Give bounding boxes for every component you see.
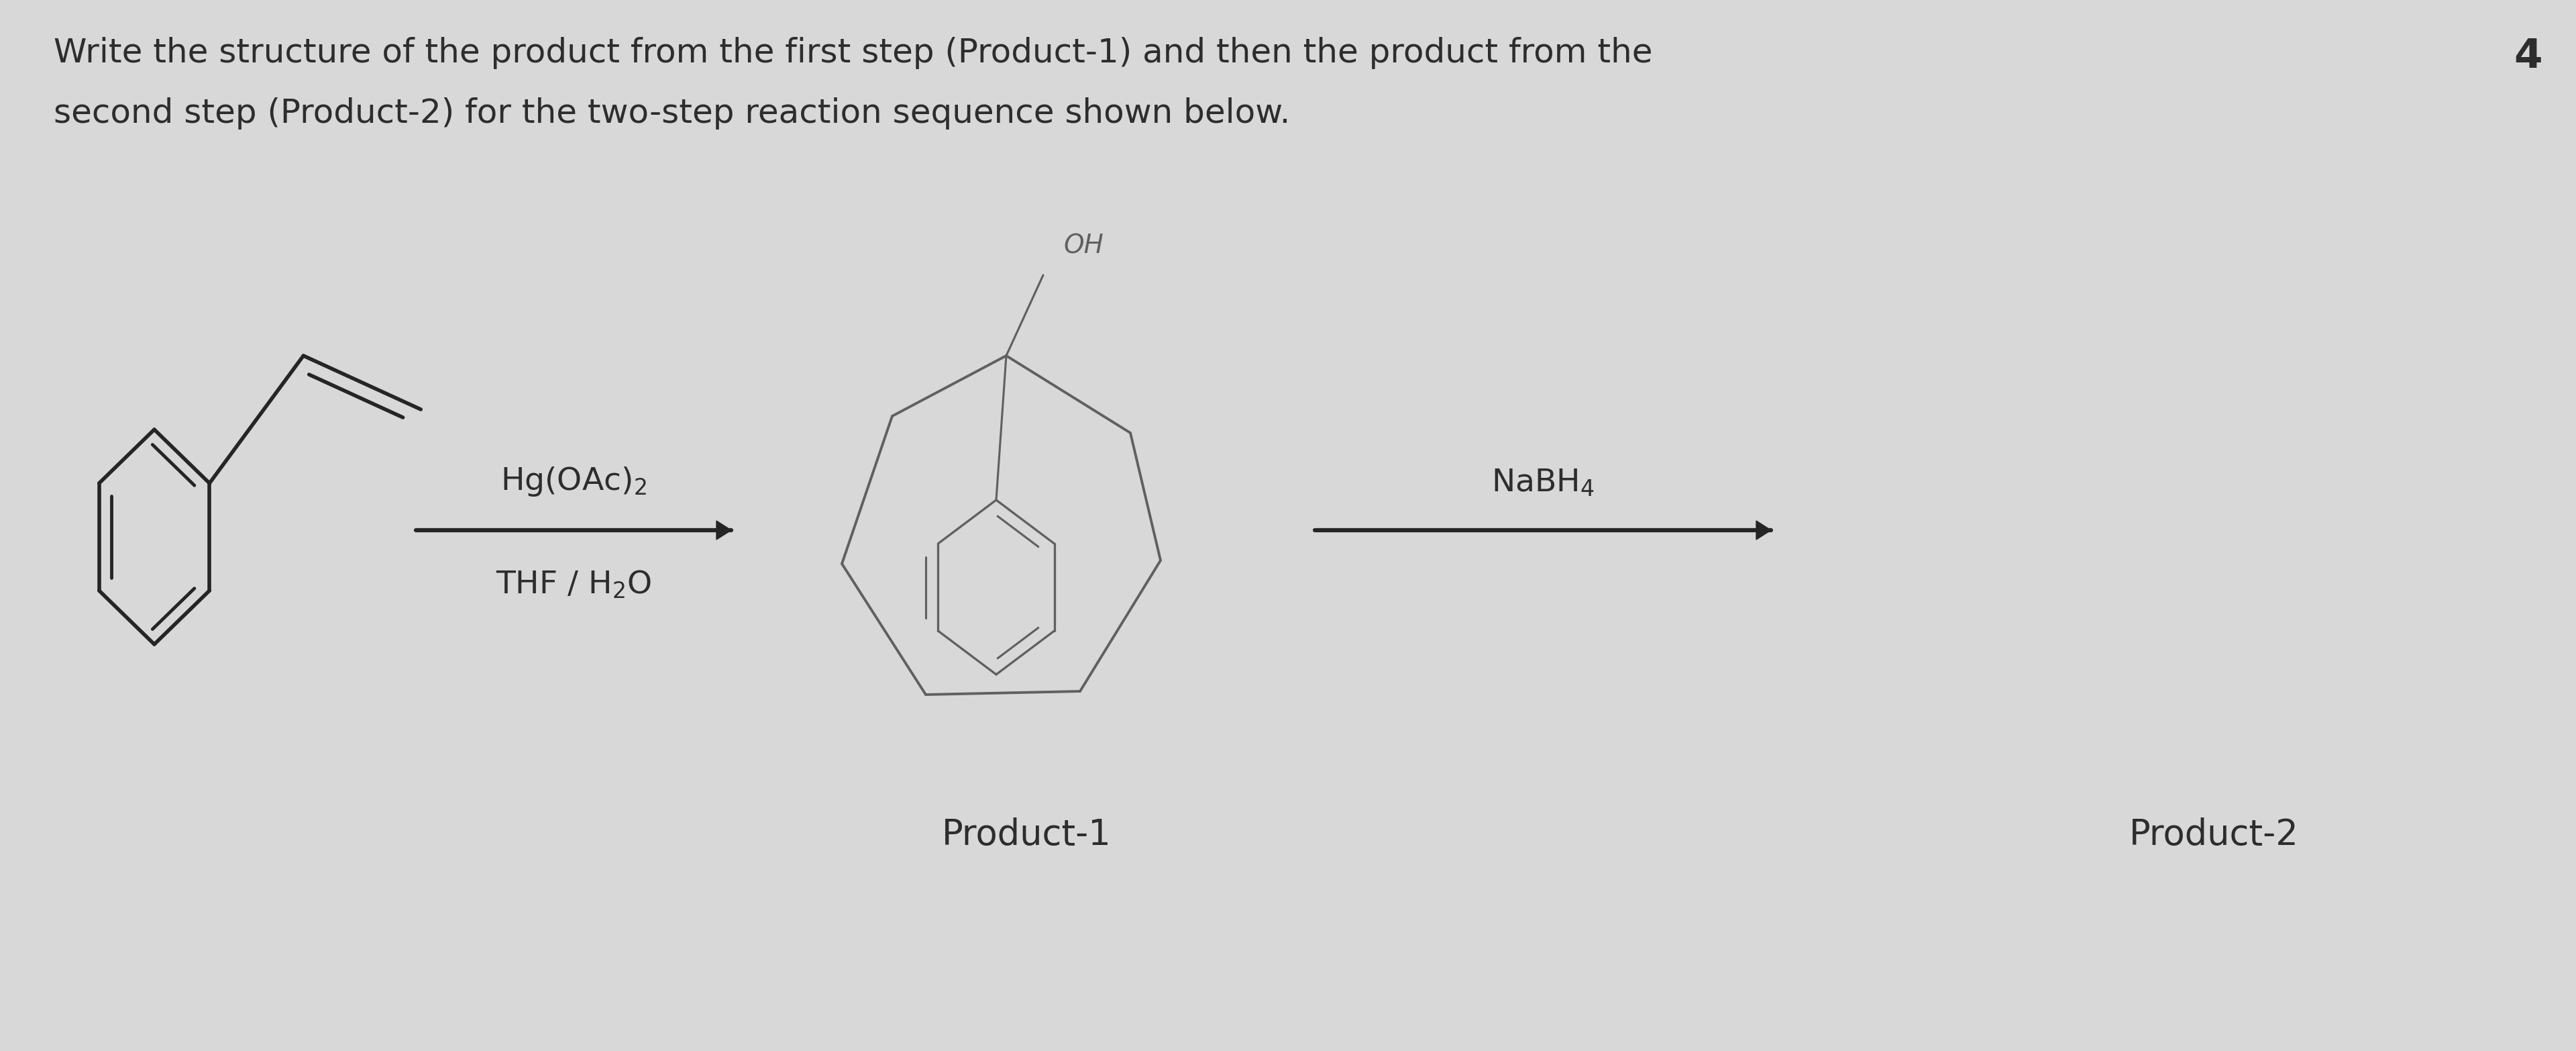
Text: Write the structure of the product from the first step (Product-1) and then the : Write the structure of the product from …: [54, 37, 1654, 69]
Text: Product-2: Product-2: [2128, 818, 2298, 852]
Polygon shape: [1757, 521, 1772, 539]
Text: THF / H$_2$O: THF / H$_2$O: [495, 570, 652, 600]
Text: 4: 4: [2514, 37, 2543, 77]
Text: Hg(OAc)$_2$: Hg(OAc)$_2$: [500, 466, 647, 498]
Polygon shape: [716, 521, 732, 539]
Text: second step (Product-2) for the two-step reaction sequence shown below.: second step (Product-2) for the two-step…: [54, 98, 1291, 129]
Text: Product-1: Product-1: [943, 818, 1110, 852]
Text: NaBH$_4$: NaBH$_4$: [1492, 468, 1595, 498]
Text: OH: OH: [1064, 233, 1103, 259]
